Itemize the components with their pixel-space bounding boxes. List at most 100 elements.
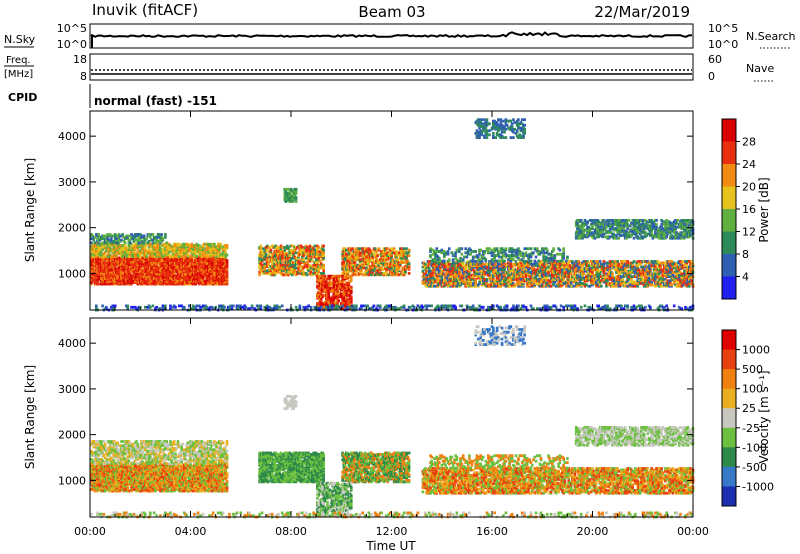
heatmap-cell [395, 250, 398, 253]
heatmap-cell [123, 281, 127, 284]
heatmap-cell [203, 255, 206, 258]
nave-label: Nave [746, 62, 774, 75]
heatmap-cell [313, 244, 317, 248]
heatmap-cell [117, 268, 121, 272]
heatmap-cell [219, 242, 222, 246]
heatmap-cell [317, 256, 320, 260]
heatmap-cell [156, 240, 160, 243]
heatmap-cell [326, 277, 329, 281]
heatmap-cell [306, 261, 309, 264]
heatmap-cell [174, 274, 177, 278]
freq-panel: Freq. [MHz] 18 8 60 0 Nave [4, 53, 775, 83]
heatmap-cell [407, 272, 411, 275]
heatmap-cell [225, 253, 229, 257]
heatmap-cell [347, 255, 351, 259]
heatmap-cell [322, 272, 325, 275]
heatmap-cell [130, 270, 133, 273]
heatmap-cell [427, 260, 431, 263]
heatmap-cell [322, 269, 325, 273]
heatmap-cell [96, 259, 99, 262]
heatmap-cell [117, 262, 121, 265]
heatmap-cell [110, 259, 113, 262]
heatmap-cell [195, 255, 199, 258]
heatmap-cell [100, 251, 103, 254]
heatmap-cell [317, 270, 320, 274]
cpid-label: CPID [8, 91, 37, 104]
heatmap-cell [480, 260, 484, 263]
heatmap-cell [259, 244, 263, 248]
heatmap-cell [147, 240, 151, 243]
heatmap-cell [258, 273, 261, 277]
heatmap-cell [561, 271, 564, 274]
heatmap-cell [190, 245, 194, 249]
heatmap-cell [145, 255, 148, 258]
heatmap-cell [525, 284, 529, 288]
heatmap-cell [547, 265, 550, 269]
heatmap-cell [260, 251, 264, 255]
heatmap-cell [485, 282, 489, 285]
heatmap-cell [287, 246, 290, 249]
heatmap-cell [289, 270, 293, 274]
heatmap-cell [313, 248, 317, 252]
heatmap-cell [115, 270, 118, 273]
cpid-row: CPID normal (fast) -151 [8, 84, 217, 108]
heatmap-cell [397, 273, 401, 277]
heatmap-cell [361, 273, 364, 277]
heatmap-cell [174, 253, 177, 257]
freq-tick-bottom: 8 [80, 70, 87, 83]
heatmap-cell [564, 265, 568, 269]
heatmap-cell [322, 266, 325, 270]
heatmap-cell [263, 267, 266, 271]
heatmap-cell [181, 255, 185, 258]
heatmap-cell [449, 282, 452, 285]
heatmap-cell [479, 267, 482, 270]
heatmap-cell [546, 276, 549, 280]
heatmap-cell [367, 273, 371, 277]
heatmap-cell [322, 244, 325, 248]
heatmap-cell [154, 259, 157, 262]
heatmap-cell [293, 263, 297, 267]
heatmap-cell [90, 264, 93, 268]
heatmap-cell [503, 268, 506, 272]
heatmap-cell [306, 273, 309, 277]
heatmap-cell [186, 259, 190, 262]
heatmap-cell [427, 267, 431, 270]
heatmap-cell [208, 253, 211, 257]
heatmap-cell [165, 241, 168, 245]
heatmap-cell [183, 270, 186, 273]
heatmap-cell [177, 281, 181, 284]
heatmap-cell [405, 256, 408, 260]
heatmap-cell [433, 278, 436, 281]
heatmap-cell [132, 259, 136, 262]
heatmap-cell [497, 262, 500, 266]
heatmap-cell [308, 263, 312, 267]
heatmap-cell [460, 268, 464, 272]
heatmap-cell [268, 246, 271, 249]
nsearch-tick-bottom: 10^0 [708, 38, 738, 51]
heatmap-cell [190, 242, 194, 246]
heatmap-cell [322, 256, 325, 260]
heatmap-cell [93, 235, 97, 239]
heatmap-cell [405, 247, 408, 251]
heatmap-cell [307, 247, 310, 251]
heatmap-cell [147, 233, 151, 236]
heatmap-cell [553, 280, 557, 284]
heatmap-cell [258, 258, 261, 262]
heatmap-cell [543, 276, 547, 280]
heatmap-cell [395, 273, 398, 277]
heatmap-cell [549, 284, 553, 288]
heatmap-cell [151, 238, 155, 242]
heatmap-cell [382, 272, 386, 275]
heatmap-cell [149, 259, 152, 262]
heatmap-cell [406, 259, 410, 263]
heatmap-cell [392, 269, 396, 273]
heatmap-cell [386, 247, 390, 251]
heatmap-cell [311, 259, 314, 263]
heatmap-cell [499, 284, 503, 288]
heatmap-cell [337, 299, 341, 303]
heatmap-cell [433, 262, 436, 266]
heatmap-cell [110, 275, 113, 279]
heatmap-cell [302, 258, 305, 262]
heatmap-cell [92, 238, 96, 242]
heatmap-cell [117, 282, 121, 286]
